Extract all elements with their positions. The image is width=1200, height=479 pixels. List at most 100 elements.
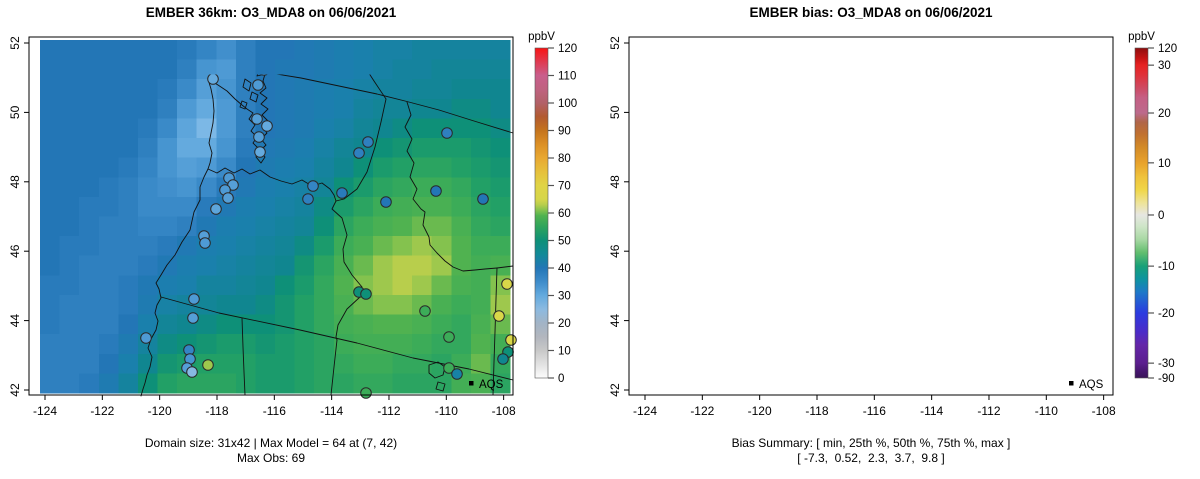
bias-y-axis: 52 50 48 46 44 42 [608, 36, 629, 397]
station-marker [430, 185, 442, 197]
x-tick-label: -116 [863, 404, 886, 418]
y-tick-label: 48 [8, 175, 22, 189]
station-marker [260, 74, 268, 76]
colorbar-tick-label: 80 [558, 153, 571, 165]
colorbar-tick-label: 100 [558, 98, 577, 110]
station-marker [443, 362, 455, 374]
model-colorbar: ppbV 0 10 20 30 40 50 60 70 80 90 100 110 120 [528, 31, 577, 385]
model-panel-caption: Domain size: 31x42 | Max Model = 64 at (… [29, 436, 513, 466]
y-tick-label: 44 [8, 314, 22, 328]
bias-caption-line1: Bias Summary: [ min, 25th %, 50th %, 75t… [731, 436, 1011, 450]
station-marker [380, 196, 392, 208]
station-marker [477, 193, 489, 205]
model-map-panel: AQS -124 -122 -120 -118 -116 -114 -112 -110 -108 5… [8, 31, 577, 418]
station-marker [497, 353, 509, 365]
colorbar-tick-label: 10 [1158, 158, 1171, 170]
x-tick-label: -114 [320, 404, 343, 418]
colorbar-unit-label: ppbV [1128, 31, 1155, 43]
colorbar-tick-label: 60 [558, 208, 571, 220]
x-tick-label: -124 [33, 404, 57, 418]
x-tick-label: -118 [805, 404, 828, 418]
station-marker [501, 278, 513, 290]
bias-x-axis: -124 -122 -120 -118 -116 -114 -112 -110 -108 [633, 395, 1116, 418]
aqs-legend-label: AQS [479, 379, 504, 391]
colorbar-tick-label: 120 [1158, 43, 1177, 55]
x-tick-label: -110 [1035, 404, 1058, 418]
colorbar-tick-label: 30 [1158, 60, 1171, 72]
model-y-axis: 52 50 48 46 44 42 [8, 36, 29, 397]
geography-outlines [140, 74, 514, 397]
station-marker [252, 79, 264, 91]
colorbar-tick-label: 20 [558, 318, 571, 330]
model-panel-title: EMBER 36km: O3_MDA8 on 06/06/2021 [145, 5, 397, 20]
aqs-legend: AQS [469, 379, 504, 391]
colorbar-tick-label: 110 [558, 71, 576, 83]
x-tick-label: -120 [748, 404, 772, 418]
colorbar-tick-label: 0 [558, 373, 564, 385]
station-marker [251, 113, 263, 125]
y-tick-label: 44 [608, 314, 622, 328]
y-tick-label: 46 [8, 244, 22, 258]
model-caption-line2: Max Obs: 69 [236, 451, 306, 465]
station-marker [253, 131, 265, 143]
station-marker [188, 293, 200, 305]
colorbar-tick-label: 30 [558, 291, 571, 303]
x-tick-label: -122 [690, 404, 714, 418]
station-marker [336, 187, 348, 199]
station-marker [419, 305, 431, 317]
y-tick-label: 48 [608, 175, 622, 189]
station-marker [261, 120, 273, 132]
x-tick-label: -112 [977, 404, 1000, 418]
x-tick-label: -108 [1092, 404, 1116, 418]
station-marker [493, 310, 505, 322]
y-tick-label: 50 [8, 105, 22, 119]
y-tick-label: 42 [8, 383, 22, 397]
x-tick-label: -116 [263, 404, 286, 418]
x-tick-label: -110 [435, 404, 458, 418]
bias-map-panel: AQS -124 -122 -120 -118 -116 -114 -112 -110 -108 5… [608, 31, 1177, 418]
station-marker [199, 237, 211, 249]
x-tick-label: -118 [205, 404, 228, 418]
y-tick-label: 52 [8, 36, 22, 50]
aqs-legend: AQS [1069, 379, 1104, 391]
colorbar-tick-label: -30 [1158, 358, 1175, 370]
y-tick-label: 42 [608, 383, 622, 397]
colorbar-tick-label: 0 [1158, 210, 1164, 222]
station-marker [353, 147, 365, 159]
colorbar-tick-label: -20 [1158, 308, 1175, 320]
colorbar-tick-label: 50 [558, 236, 571, 248]
station-marker [360, 288, 372, 300]
station-marker [207, 74, 219, 85]
x-tick-label: -108 [492, 404, 516, 418]
model-raster [40, 40, 511, 394]
station-marker [140, 332, 152, 344]
station-marker [443, 331, 455, 343]
colorbar-tick-label: 40 [558, 263, 571, 275]
station-marker [362, 136, 374, 148]
station-marker [505, 334, 517, 346]
station-marker [360, 387, 372, 399]
colorbar-tick-label: -90 [1158, 373, 1175, 385]
colorbar-tick-label: 70 [558, 181, 571, 193]
x-tick-label: -120 [148, 404, 172, 418]
bias-caption-line2: [ -7.3, 0.52, 2.3, 3.7, 9.8 ] [797, 451, 945, 465]
model-caption-line1: Domain size: 31x42 | Max Model = 64 at (… [144, 436, 398, 450]
x-tick-label: -114 [920, 404, 943, 418]
station-marker [441, 127, 453, 139]
colorbar-unit-label: ppbV [528, 31, 555, 43]
colorbar-tick-label: 20 [1158, 108, 1171, 120]
colorbar-tick-label: 10 [558, 346, 571, 358]
station-marker [307, 180, 319, 192]
bias-panel-caption: Bias Summary: [ min, 25th %, 50th %, 75t… [629, 436, 1113, 466]
y-tick-label: 50 [608, 105, 622, 119]
station-marker [222, 192, 234, 204]
colorbar-tick-label: 90 [558, 126, 571, 138]
model-station-markers [140, 74, 517, 399]
station-marker [186, 366, 198, 378]
station-marker [451, 368, 463, 380]
y-tick-label: 46 [608, 244, 622, 258]
x-tick-label: -112 [377, 404, 400, 418]
